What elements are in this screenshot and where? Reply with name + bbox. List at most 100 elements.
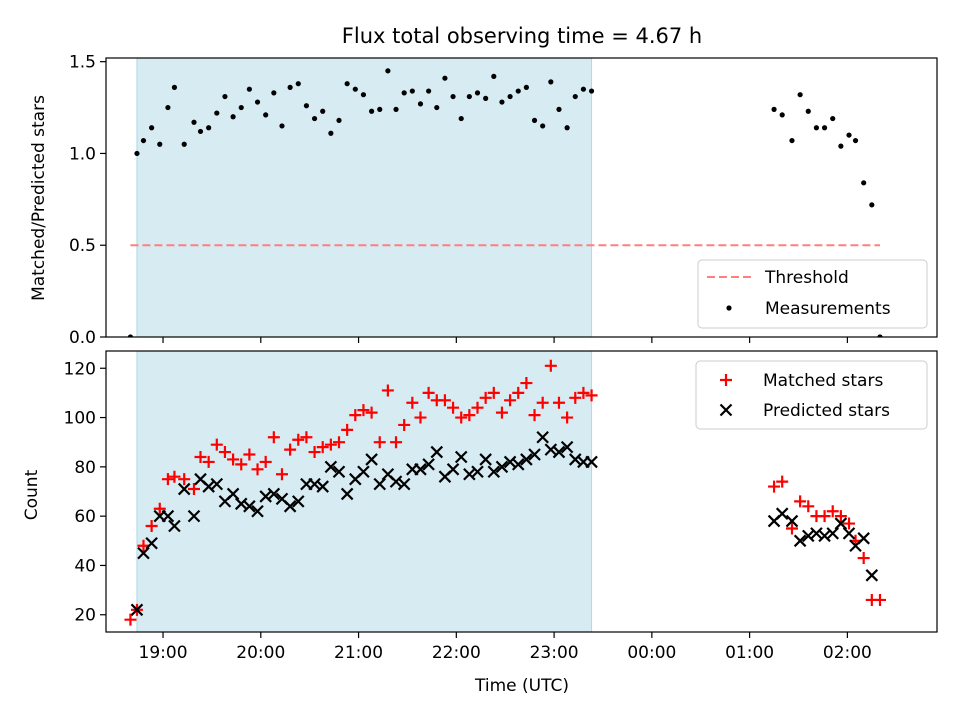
measurements-point [263, 112, 269, 118]
top-legend [697, 259, 928, 329]
bottom-y-tick-label: 40 [74, 556, 96, 576]
predicted-stars-point [585, 455, 598, 469]
matched-stars-point [785, 522, 798, 535]
predicted-stars-point [810, 527, 823, 540]
measurements-point [246, 86, 252, 92]
matched-stars-point [292, 433, 305, 446]
matched-stars-point [178, 473, 191, 486]
matched-stars-point [479, 391, 492, 404]
bottom-legend [695, 360, 928, 430]
matched-stars-point [218, 446, 231, 459]
predicted-stars-point [818, 529, 831, 543]
matched-stars-point [520, 377, 533, 390]
matched-stars-point [834, 510, 847, 523]
matched-stars-point [528, 409, 541, 422]
measurements-point [572, 93, 578, 100]
predicted-stars-point [430, 445, 444, 459]
predicted-stars-point [857, 532, 870, 545]
matched-stars-point [324, 438, 337, 451]
x-axis-label: Time (UTC) [474, 676, 569, 696]
x-tick-label: 20:00 [236, 643, 285, 663]
matched-stars-point [495, 406, 508, 419]
x-tick-label: 19:00 [139, 643, 188, 663]
predicted-stars-point [495, 460, 509, 474]
measurements-point [295, 81, 301, 87]
predicted-stars-point [168, 519, 181, 533]
predicted-stars-point [834, 517, 848, 530]
measurements-point [401, 90, 407, 96]
matched-stars-point [259, 455, 272, 468]
predicted-stars-point [528, 448, 541, 461]
measurements-point [813, 125, 820, 131]
matched-stars-point [300, 431, 313, 444]
measurements-point [385, 68, 391, 74]
predicted-stars-point [544, 443, 558, 456]
measurements-point [821, 125, 828, 131]
matched-stars-point [153, 502, 166, 515]
measurements-point [805, 108, 811, 114]
chart-title: Flux total observing time = 4.67 h [342, 24, 702, 48]
predicted-stars-point [414, 463, 427, 476]
measurements-point [861, 180, 867, 186]
measurements-point [515, 88, 521, 94]
bottom-y-tick-label: 100 [64, 409, 96, 429]
matched-stars-point [333, 436, 346, 449]
matched-stars-point [768, 480, 781, 493]
predicted-stars-point [332, 465, 346, 479]
matched-stars-point [357, 404, 370, 417]
predicted-stars-point [826, 527, 839, 540]
predicted-stars-point [552, 445, 566, 459]
predicted-stars-point [536, 430, 549, 444]
matched-stars-point [349, 409, 362, 422]
predicted-stars-point [259, 490, 272, 503]
predicted-stars-point [793, 534, 807, 548]
legend-predicted-swatch [719, 403, 733, 417]
predicted-stars-point [226, 487, 240, 501]
measurements-point [483, 95, 489, 101]
predicted-stars-point [801, 529, 815, 543]
top-y-tick-label: 1.0 [69, 144, 96, 164]
bottom-axes-frame [105, 350, 938, 633]
measurements-point [206, 125, 212, 131]
predicted-stars-point [340, 487, 354, 501]
measurements-point [789, 137, 795, 144]
measurements-point [238, 104, 244, 111]
measurements-point [779, 112, 785, 118]
matched-stars-point [818, 510, 831, 523]
measurements-point [140, 137, 147, 144]
legend-matched-swatch [720, 374, 732, 386]
predicted-stars-point [446, 463, 460, 476]
top-y-tick-label: 0.5 [69, 236, 96, 256]
predicted-stars-point [357, 465, 370, 479]
predicted-stars-point [177, 482, 191, 496]
predicted-stars-point [785, 514, 799, 528]
matched-stars-point [857, 552, 870, 565]
measurements-point [852, 137, 859, 144]
matched-stars-point [536, 396, 549, 409]
measurements-point [344, 81, 350, 87]
legend-predicted-label: Predicted stars [763, 401, 890, 421]
x-tick-label: 23:00 [530, 643, 579, 663]
matched-stars-point [826, 505, 839, 518]
matched-stars-point [124, 613, 137, 626]
matched-stars-point [544, 359, 557, 372]
predicted-stars-point [308, 477, 321, 491]
top-plot-area [127, 58, 883, 337]
measurements-point [409, 88, 415, 94]
predicted-stars-point [560, 440, 574, 454]
matched-stars-point [187, 483, 200, 496]
measurements-point [491, 73, 497, 79]
matched-stars-point [552, 396, 565, 409]
predicted-stars-point [365, 453, 378, 466]
measurements-point [320, 108, 326, 114]
predicted-stars-point [187, 509, 201, 523]
measurements-point [279, 123, 285, 129]
predicted-stars-point [397, 477, 411, 491]
matched-stars-point [585, 389, 598, 402]
measurements-point [393, 106, 399, 112]
predicted-stars-point [487, 465, 501, 479]
predicted-stars-point [520, 453, 533, 466]
measurements-point [523, 84, 529, 90]
